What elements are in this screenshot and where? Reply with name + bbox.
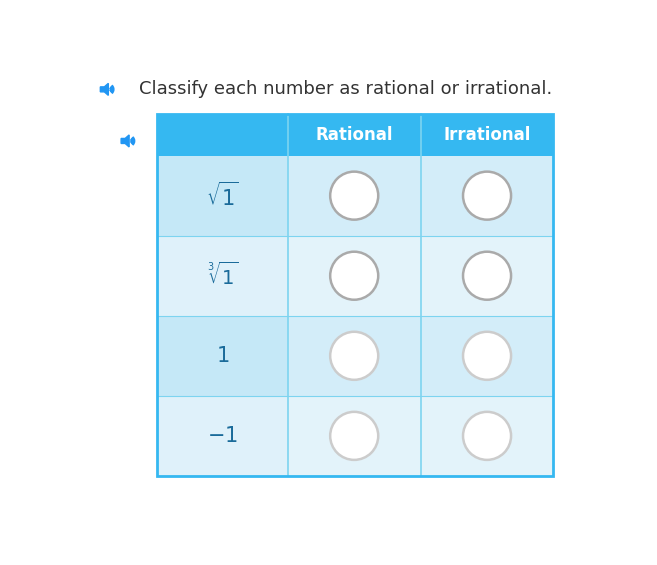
Text: Rational: Rational — [315, 126, 393, 144]
Bar — [157, 155, 288, 236]
Bar — [288, 396, 420, 476]
Bar — [288, 316, 420, 396]
Bar — [157, 316, 288, 396]
Bar — [420, 155, 553, 236]
Bar — [288, 155, 420, 236]
Bar — [288, 236, 420, 316]
Circle shape — [463, 172, 511, 220]
Circle shape — [463, 412, 511, 460]
Circle shape — [463, 251, 511, 300]
Bar — [157, 114, 553, 155]
Text: $\sqrt[3]{1}$: $\sqrt[3]{1}$ — [207, 262, 238, 289]
Text: $-1$: $-1$ — [207, 426, 238, 446]
Bar — [157, 396, 288, 476]
Circle shape — [330, 251, 378, 300]
Polygon shape — [121, 135, 129, 147]
Circle shape — [330, 412, 378, 460]
Bar — [420, 396, 553, 476]
Text: Classify each number as rational or irrational.: Classify each number as rational or irra… — [139, 80, 552, 98]
Polygon shape — [101, 84, 108, 95]
Bar — [157, 236, 288, 316]
Bar — [157, 114, 553, 476]
Text: Irrational: Irrational — [443, 126, 531, 144]
Bar — [420, 316, 553, 396]
Circle shape — [330, 332, 378, 380]
Text: $\sqrt{1}$: $\sqrt{1}$ — [206, 181, 238, 210]
Circle shape — [330, 172, 378, 220]
Circle shape — [463, 332, 511, 380]
Text: $1$: $1$ — [215, 346, 229, 366]
Bar — [420, 236, 553, 316]
